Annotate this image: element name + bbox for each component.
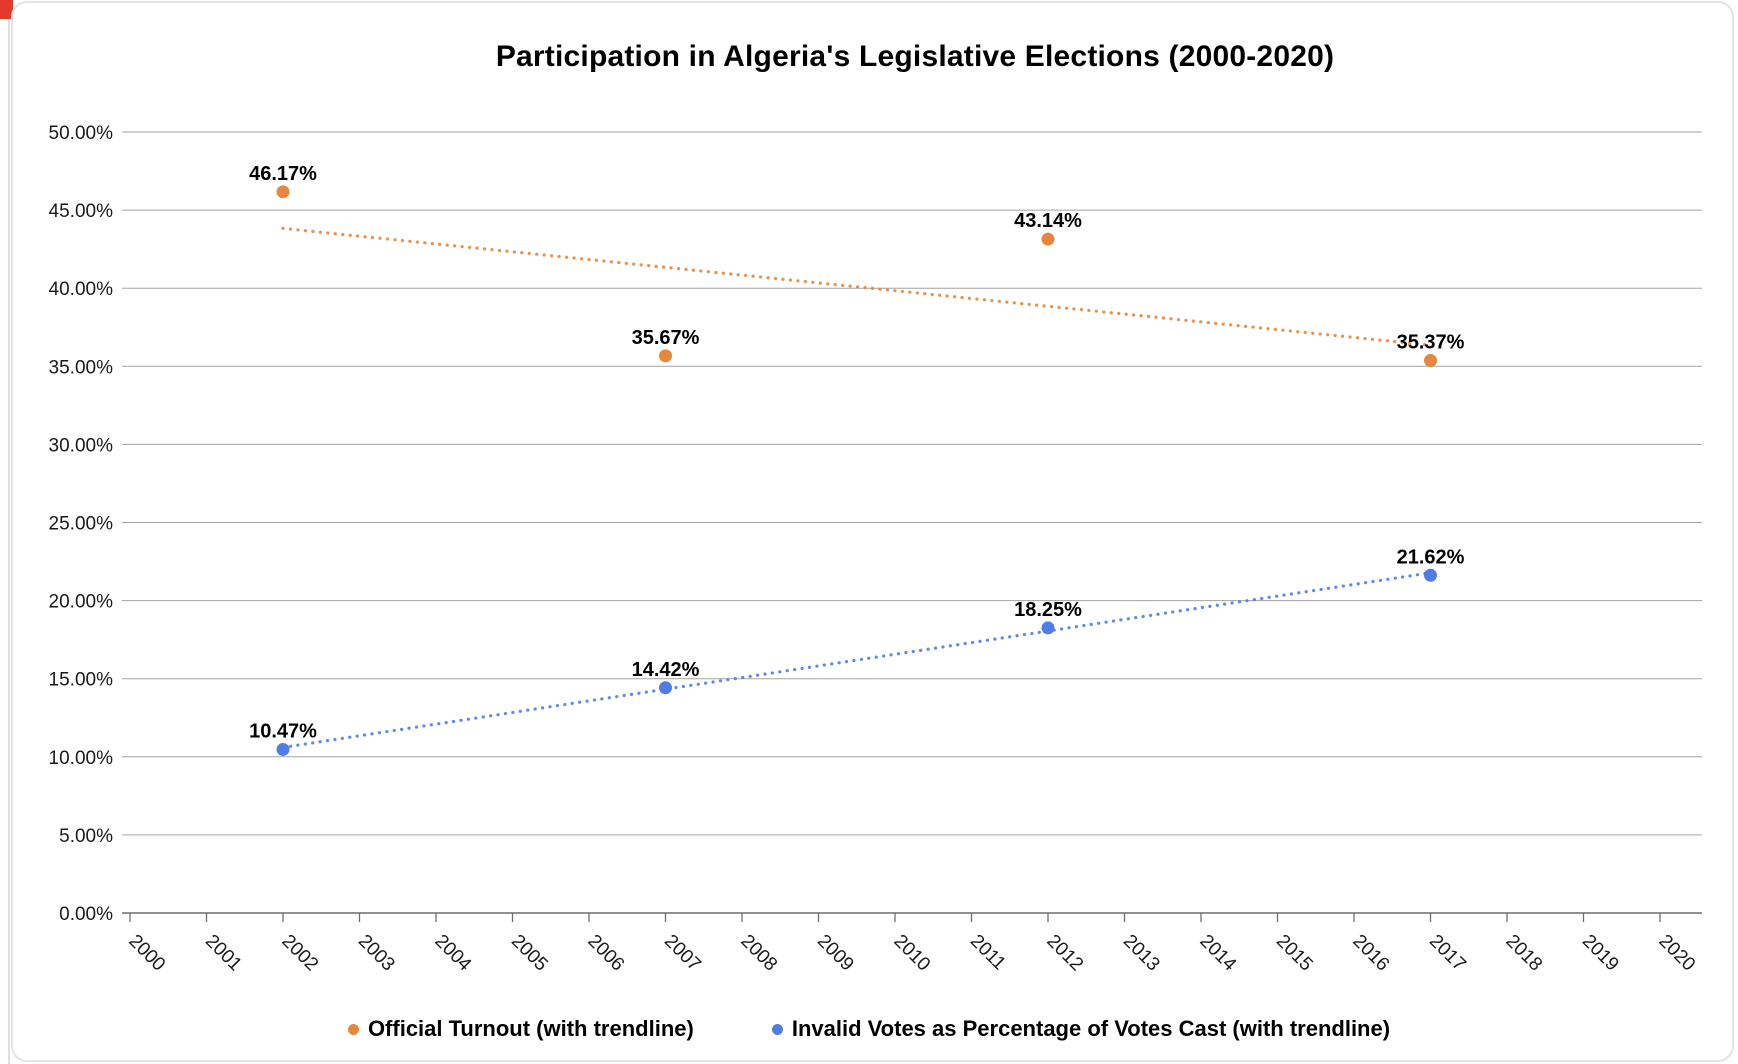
x-axis-label: 2019 [1578, 931, 1623, 976]
data-point-label: 43.14% [1014, 210, 1082, 232]
x-axis-label: 2020 [1654, 931, 1699, 976]
x-axis-label: 2006 [583, 931, 628, 976]
data-point-label: 35.67% [632, 327, 700, 349]
x-axis-label: 2003 [354, 931, 399, 976]
x-axis-label: 2015 [1272, 931, 1317, 976]
x-axis-label: 2012 [1042, 931, 1087, 976]
corner-marker [0, 0, 13, 19]
legend-dot-icon-0 [347, 1023, 359, 1035]
y-axis-label: 15.00% [49, 670, 114, 691]
data-point-series-0 [1424, 354, 1437, 368]
x-axis-label: 2005 [507, 931, 552, 976]
trendline-series-1 [281, 571, 1433, 750]
legend-item-official-turnout[interactable]: Official Turnout (with trendline) [347, 1016, 694, 1042]
x-axis-label: 2017 [1425, 931, 1470, 976]
legend-dot-icon-1 [771, 1023, 783, 1035]
x-axis-label: 2014 [1195, 931, 1240, 976]
y-axis-label: 0.00% [59, 904, 113, 925]
y-axis-label: 20.00% [49, 592, 114, 613]
chart-panel[interactable] [11, 1, 1734, 1062]
data-point-label: 14.42% [632, 659, 700, 681]
data-point-label: 21.62% [1397, 546, 1465, 568]
data-point-label: 10.47% [249, 720, 317, 742]
data-point-series-1 [1041, 621, 1055, 635]
x-axis-label: 2002 [277, 931, 322, 976]
window-edge-line [8, 0, 10, 1064]
legend-label: Official Turnout (with trendline) [367, 1016, 694, 1041]
x-axis-label: 2008 [736, 931, 781, 976]
x-axis-label: 2013 [1119, 931, 1164, 976]
data-point-series-0 [1041, 232, 1055, 246]
y-axis-label: 25.00% [49, 514, 114, 535]
y-axis-label: 40.00% [49, 279, 114, 300]
data-point-series-1 [1424, 568, 1437, 582]
x-axis-label: 2018 [1501, 931, 1546, 976]
y-axis-label: 50.00% [49, 123, 114, 144]
x-axis-label: 2001 [201, 931, 246, 976]
data-point-label: 18.25% [1014, 599, 1082, 621]
chart-legend: Official Turnout (with trendline) Invali… [0, 1016, 1738, 1042]
data-point-label: 46.17% [249, 163, 317, 185]
legend-item-invalid-votes[interactable]: Invalid Votes as Percentage of Votes Cas… [771, 1016, 1391, 1042]
x-axis-label: 2011 [966, 931, 1010, 975]
chart-title: Participation in Algeria's Legislative E… [495, 40, 1335, 73]
data-point-series-1 [659, 681, 672, 695]
y-axis-label: 35.00% [49, 357, 114, 378]
x-axis-label: 2016 [1348, 931, 1393, 976]
y-axis-label: 5.00% [59, 826, 113, 847]
data-point-series-1 [276, 742, 290, 756]
legend-label: Invalid Votes as Percentage of Votes Cas… [791, 1016, 1391, 1041]
y-axis-label: 45.00% [49, 201, 114, 222]
data-point-series-0 [659, 349, 672, 363]
x-axis-label: 2007 [660, 931, 705, 976]
trendline-series-0 [281, 226, 1433, 347]
x-axis-label: 2010 [889, 931, 934, 976]
data-point-label: 35.37% [1397, 332, 1465, 354]
y-axis-label: 30.00% [49, 435, 114, 456]
data-point-series-0 [276, 185, 290, 199]
x-axis-label: 2009 [813, 931, 858, 976]
x-axis-label: 2004 [430, 931, 475, 976]
x-axis-label: 2000 [124, 931, 169, 976]
y-axis-label: 10.00% [49, 748, 114, 769]
